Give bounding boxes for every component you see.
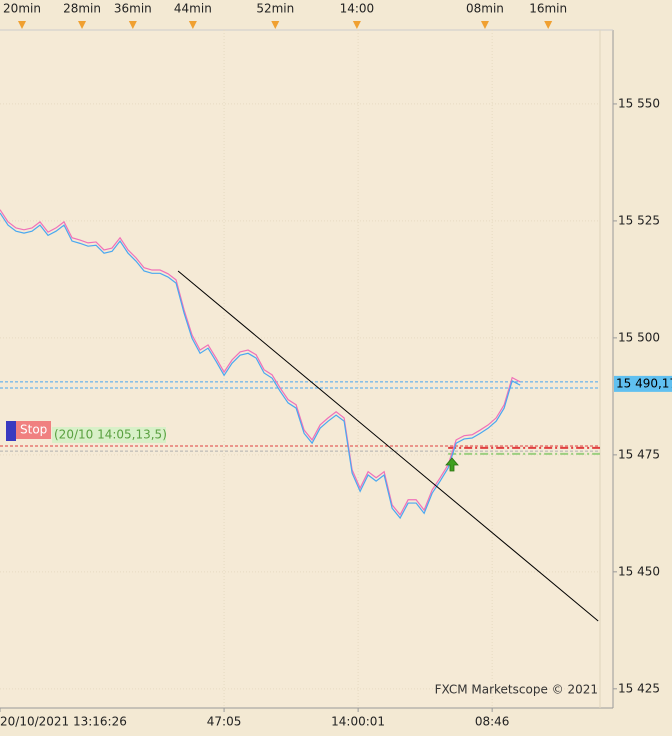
y-tick-label: 15 425 xyxy=(618,681,660,695)
x-tick-label: 14:00:01 xyxy=(331,715,385,729)
x2-tick-label: 20min xyxy=(3,2,41,16)
x-tick-label: 20/10/2021 13:16:26 xyxy=(0,715,127,729)
stop-marker xyxy=(6,421,16,441)
x2-tick-label: 44min xyxy=(174,2,212,16)
x2-tick-label: 08min xyxy=(466,2,504,16)
y-tick-label: 15 450 xyxy=(618,564,660,578)
x2-tick-label: 36min xyxy=(114,2,152,16)
y-tick-label: 15 500 xyxy=(618,330,660,344)
y-tick-label: 15 475 xyxy=(618,447,660,461)
x2-tick xyxy=(352,21,361,29)
x2-tick-label: 16min xyxy=(529,2,567,16)
price-label-box xyxy=(614,375,672,392)
watermark: FXCM Marketscope © 2021 xyxy=(435,683,598,697)
marks: 15 425 15 450 15 475 15 500 15 525 15 550 20/1… xyxy=(0,2,660,729)
stop-box xyxy=(16,421,51,439)
x2-tick xyxy=(18,21,27,29)
plot-area xyxy=(0,30,613,708)
price-line xyxy=(0,209,521,516)
order-label: (20/10 14:05,13,5) xyxy=(54,428,167,442)
x2-tick xyxy=(188,21,197,29)
y-tick-label: 15 525 xyxy=(618,213,660,227)
x-tick-label: 47:05 xyxy=(207,715,242,729)
x2-tick xyxy=(128,21,137,29)
x2-tick xyxy=(271,21,280,29)
x2-tick xyxy=(78,21,87,29)
price-label: 15 490,17 xyxy=(616,376,672,390)
stop-label: Stop xyxy=(20,423,47,437)
price-line xyxy=(0,212,521,520)
buy-arrow xyxy=(445,457,459,472)
x-tick-label: 08:46 xyxy=(475,715,510,729)
x2-tick-label: 14:00 xyxy=(340,2,375,16)
y-tick-label: 15 550 xyxy=(618,96,660,110)
x2-tick-label: 52min xyxy=(256,2,294,16)
order-box xyxy=(52,427,166,443)
x2-tick xyxy=(544,21,553,29)
x2-tick xyxy=(480,21,489,29)
trend-line xyxy=(177,270,599,622)
x2-tick-label: 28min xyxy=(63,2,101,16)
